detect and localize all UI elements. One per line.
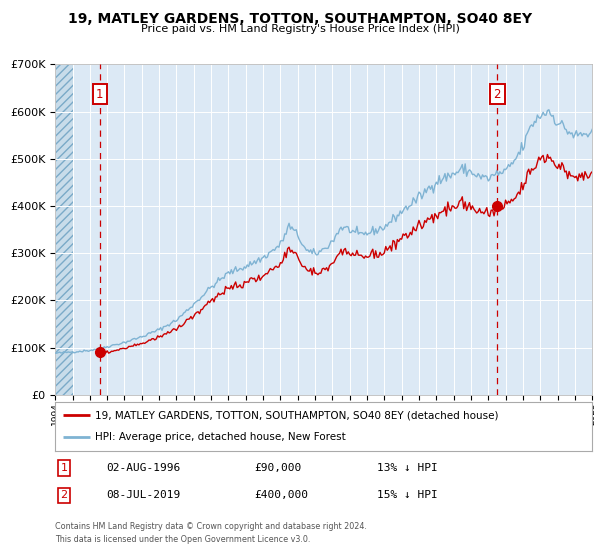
Text: 13% ↓ HPI: 13% ↓ HPI	[377, 463, 438, 473]
Text: 2: 2	[61, 491, 68, 500]
Text: 1: 1	[96, 87, 104, 101]
Text: Price paid vs. HM Land Registry's House Price Index (HPI): Price paid vs. HM Land Registry's House …	[140, 24, 460, 34]
Text: 19, MATLEY GARDENS, TOTTON, SOUTHAMPTON, SO40 8EY: 19, MATLEY GARDENS, TOTTON, SOUTHAMPTON,…	[68, 12, 532, 26]
Text: £90,000: £90,000	[254, 463, 301, 473]
Text: Contains HM Land Registry data © Crown copyright and database right 2024.: Contains HM Land Registry data © Crown c…	[55, 522, 367, 531]
Text: 1: 1	[61, 463, 68, 473]
Text: 02-AUG-1996: 02-AUG-1996	[106, 463, 181, 473]
Text: £400,000: £400,000	[254, 491, 308, 500]
Text: 19, MATLEY GARDENS, TOTTON, SOUTHAMPTON, SO40 8EY (detached house): 19, MATLEY GARDENS, TOTTON, SOUTHAMPTON,…	[95, 410, 499, 421]
Text: 2: 2	[494, 87, 501, 101]
Text: 15% ↓ HPI: 15% ↓ HPI	[377, 491, 438, 500]
Text: This data is licensed under the Open Government Licence v3.0.: This data is licensed under the Open Gov…	[55, 535, 311, 544]
Text: HPI: Average price, detached house, New Forest: HPI: Average price, detached house, New …	[95, 432, 346, 442]
Bar	[55, 64, 73, 395]
Text: 08-JUL-2019: 08-JUL-2019	[106, 491, 181, 500]
